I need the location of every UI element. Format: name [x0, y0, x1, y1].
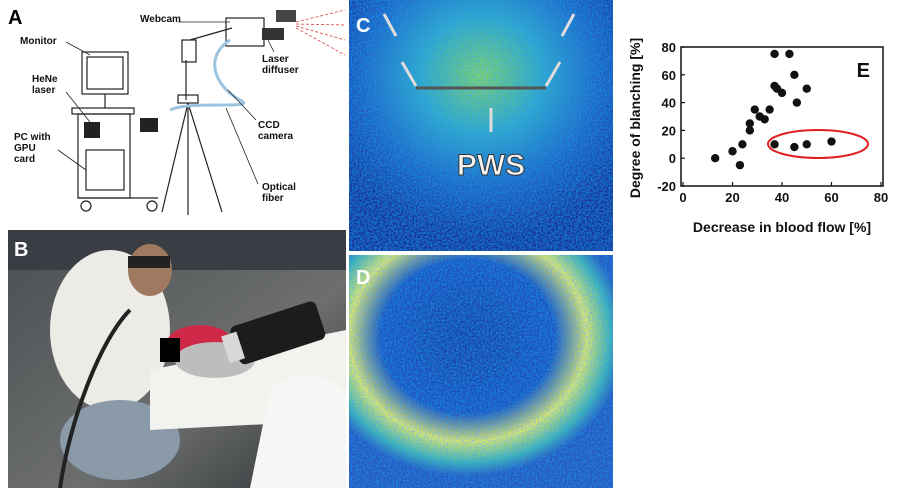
point	[745, 119, 755, 128]
point	[792, 98, 802, 107]
point	[745, 126, 755, 135]
point	[790, 70, 799, 80]
point	[735, 160, 745, 170]
callout: Optical	[262, 182, 296, 193]
callout: card	[14, 154, 35, 165]
y-axis-label: Degree of blanching [%]	[627, 38, 643, 198]
callout: Webcam	[140, 14, 181, 25]
y-tick-label: 0	[669, 151, 676, 166]
panel-label: A	[8, 7, 22, 29]
point	[760, 115, 769, 124]
panel-label: C	[356, 15, 370, 37]
x-axis-label: Decrease in blood flow [%]	[693, 219, 871, 235]
callout: PC with	[14, 132, 51, 143]
point	[728, 147, 737, 156]
y-tick-label: 60	[662, 68, 676, 83]
point	[785, 49, 794, 59]
point	[777, 88, 787, 98]
highlight-ellipse	[767, 129, 869, 159]
plot-frame	[680, 46, 884, 187]
y-tick-label: -20	[657, 179, 676, 194]
point	[770, 49, 779, 59]
callout: fiber	[262, 193, 284, 204]
panel-c: PWS C	[349, 0, 613, 251]
annotation: PWS	[457, 149, 525, 182]
point	[765, 105, 774, 114]
point	[710, 154, 720, 163]
perfusion-image	[349, 0, 613, 251]
point	[802, 84, 811, 93]
panel-e: E Decrease in blood flow [%] Degree of b…	[627, 38, 888, 235]
monitor	[81, 51, 129, 95]
point	[827, 137, 836, 146]
callout: Laser	[262, 54, 289, 65]
callout: diffuser	[262, 65, 299, 76]
panel-label: B	[14, 239, 28, 261]
point	[750, 105, 759, 114]
callout: CCD	[258, 120, 280, 131]
callout: Monitor	[20, 36, 57, 47]
callout: laser	[32, 85, 55, 96]
y-tick-label: 20	[662, 123, 676, 138]
panel-b: B	[8, 230, 346, 488]
y-tick-label: 80	[662, 40, 676, 55]
point	[790, 142, 799, 152]
point	[738, 140, 747, 149]
x-tick-label: 40	[775, 190, 789, 205]
callout: GPU	[14, 143, 36, 154]
x-tick-label: 20	[725, 190, 739, 205]
point	[770, 140, 779, 149]
panel-d: D	[349, 255, 613, 488]
panel-label: D	[356, 267, 370, 289]
panel-label: E	[857, 60, 870, 82]
callout: camera	[258, 131, 293, 142]
callout: HeNe	[32, 74, 58, 85]
perfusion-image	[349, 255, 613, 488]
y-tick-label: 40	[662, 96, 676, 111]
point	[802, 140, 811, 149]
x-tick-label: 0	[679, 190, 686, 205]
x-tick-label: 80	[874, 190, 888, 205]
x-tick-label: 60	[824, 190, 838, 205]
camera	[225, 17, 265, 47]
